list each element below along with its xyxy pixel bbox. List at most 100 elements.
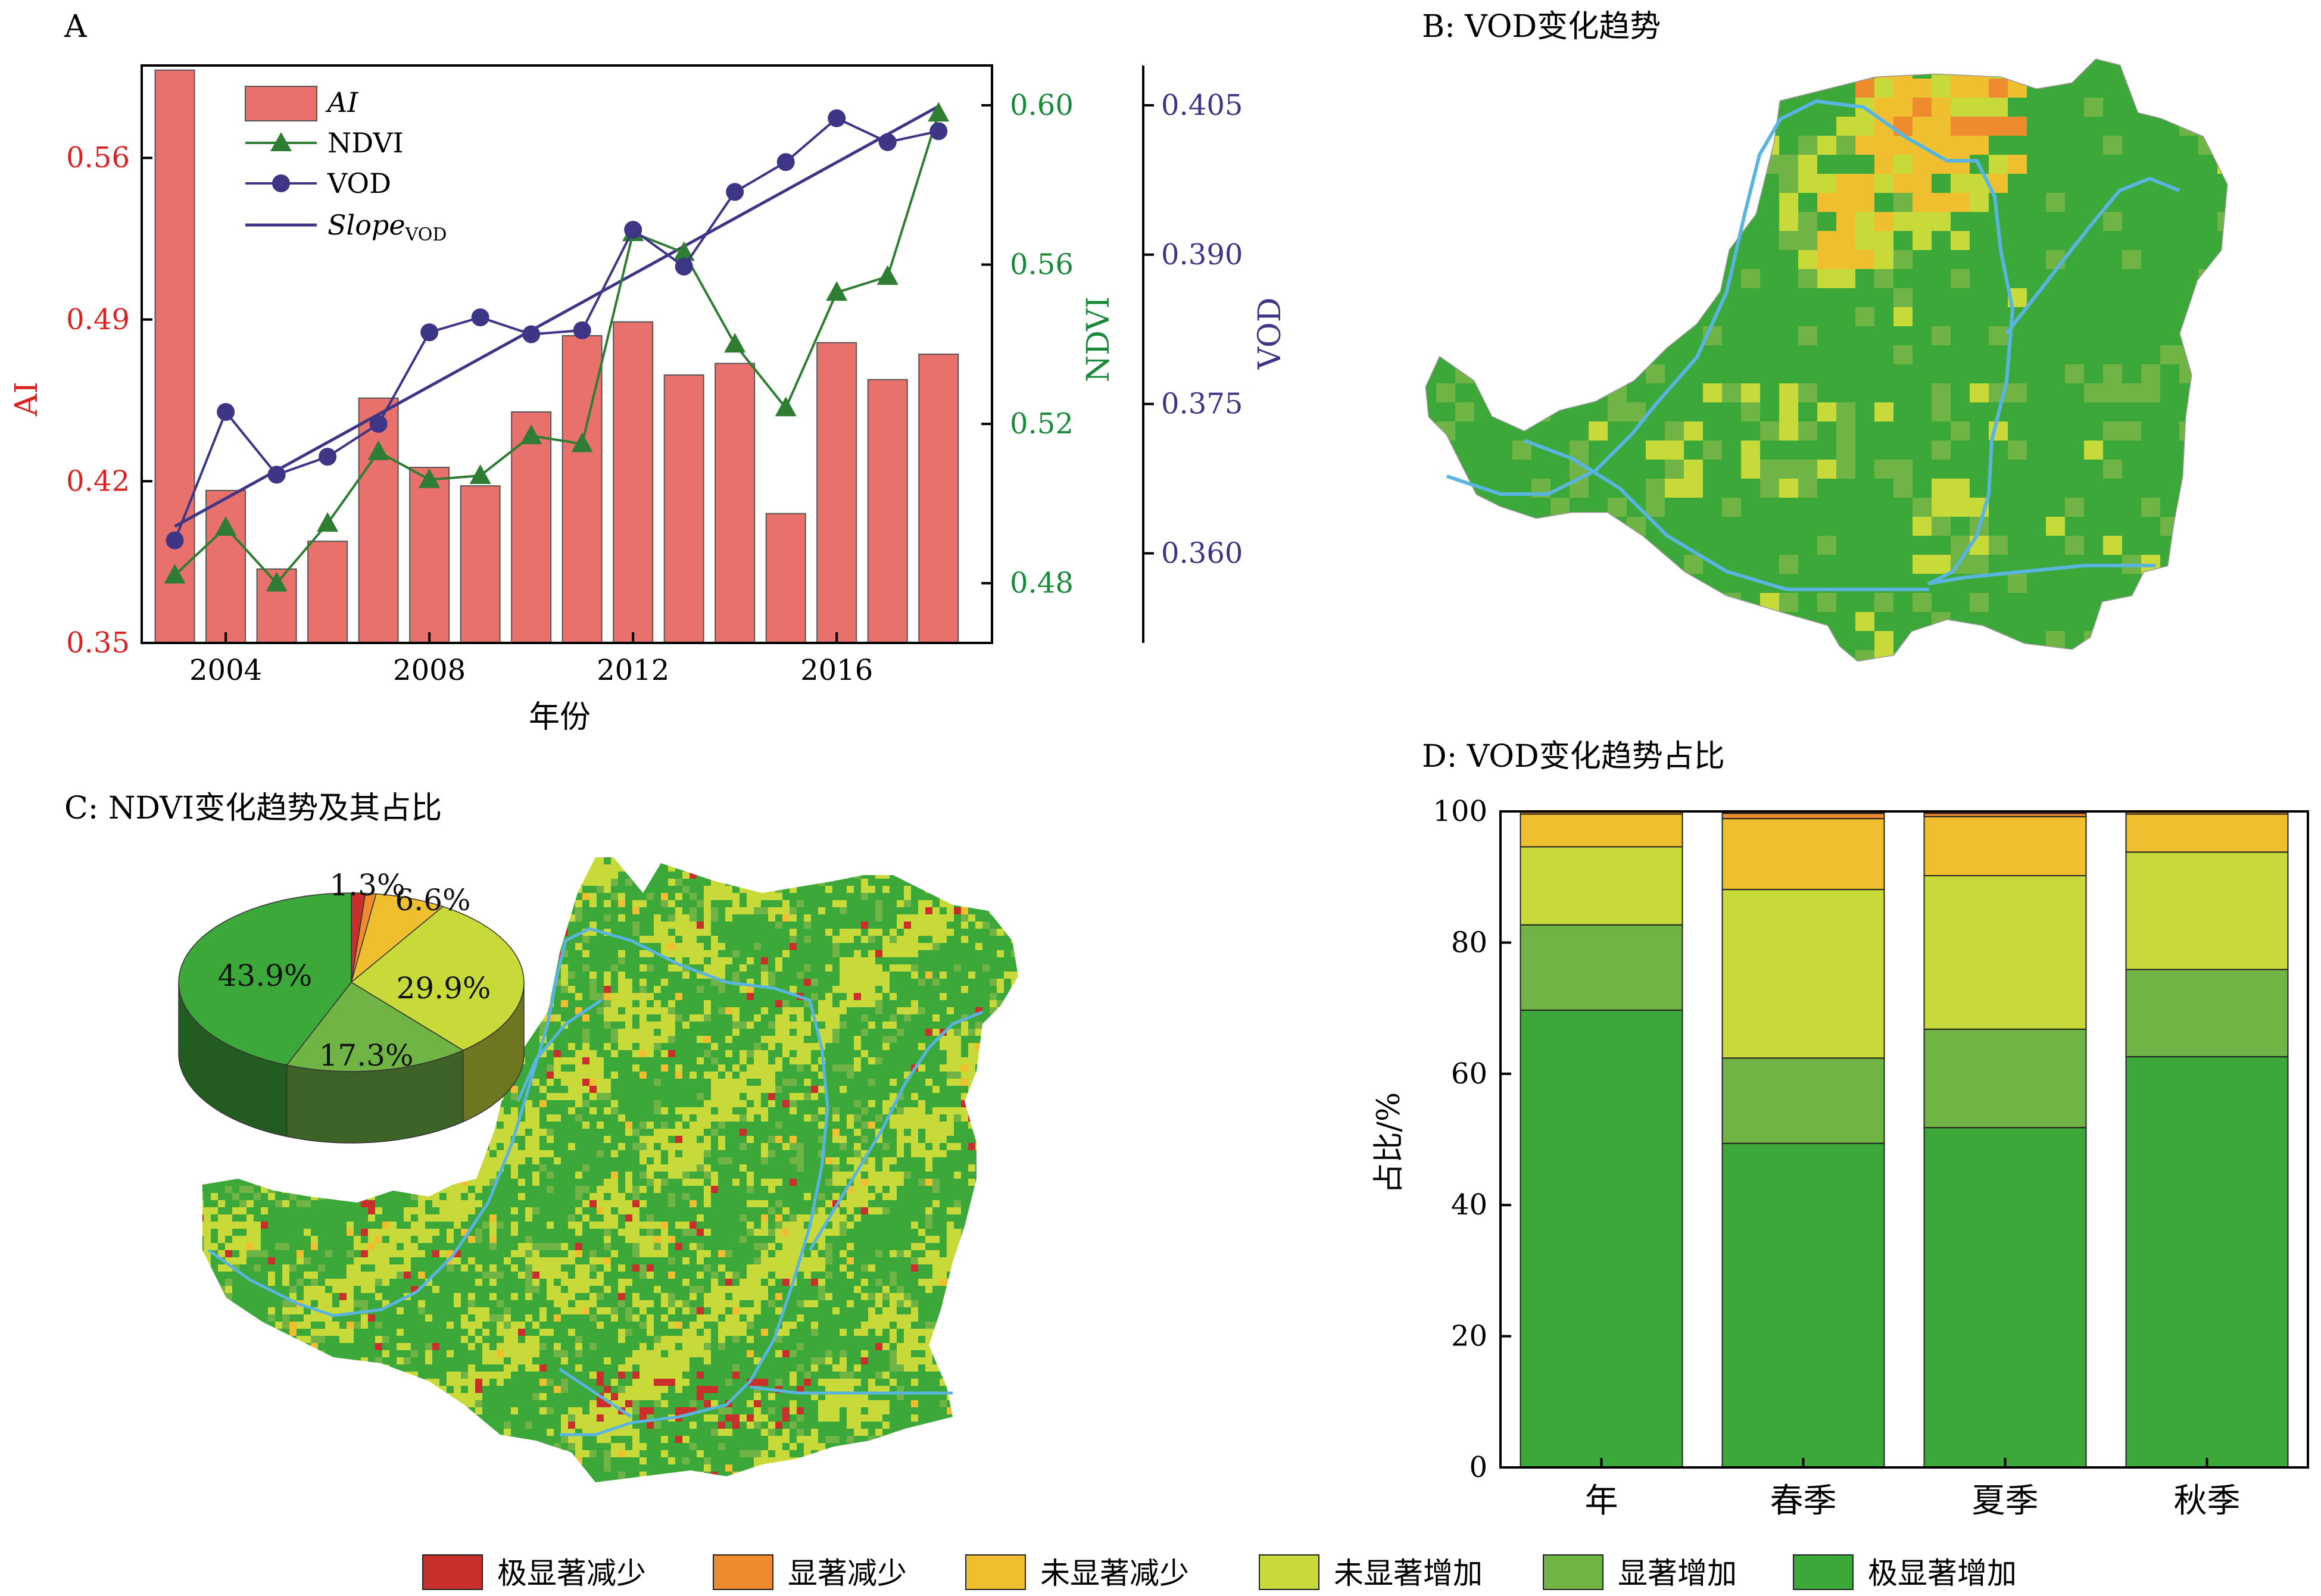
map-cell — [797, 914, 804, 922]
map-cell — [725, 929, 732, 936]
map-cell — [568, 1043, 575, 1050]
map-cell — [2084, 174, 2103, 193]
map-cell — [2103, 498, 2122, 517]
map-cell — [2103, 60, 2122, 79]
map-cell — [1608, 650, 1627, 669]
map-cell — [1493, 98, 1512, 117]
map-cell — [968, 929, 975, 936]
map-cell — [1893, 593, 1913, 612]
map-cell — [904, 986, 911, 993]
map-cell — [1018, 1057, 1025, 1064]
map-cell — [704, 986, 711, 993]
map-cell — [682, 1050, 690, 1057]
map-cell — [2008, 517, 2027, 536]
map-cell — [654, 986, 661, 993]
map-cell — [868, 914, 875, 922]
map-cell — [632, 957, 639, 964]
map-cell — [218, 879, 225, 886]
map-cell — [661, 929, 668, 936]
map-cell — [532, 872, 539, 879]
map-cell — [718, 950, 725, 957]
map-cell — [1970, 136, 1989, 155]
map-cell — [196, 929, 204, 936]
map-cell — [2008, 231, 2027, 250]
map-cell — [1951, 288, 1970, 307]
map-cell — [611, 1029, 618, 1036]
map-cell — [932, 872, 940, 879]
map-cell — [632, 1007, 639, 1014]
map-cell — [2160, 631, 2179, 650]
map-cell — [740, 864, 747, 872]
map-cell — [682, 864, 690, 872]
map-cell — [1665, 117, 1684, 136]
map-cell — [782, 943, 790, 950]
map-cell — [218, 872, 225, 879]
map-cell — [882, 922, 890, 929]
map-cell — [675, 1050, 682, 1057]
map-cell — [1493, 307, 1512, 326]
map-cell — [918, 907, 925, 914]
map-cell — [1893, 307, 1913, 326]
map-cell — [2027, 421, 2046, 441]
map-cell — [997, 1043, 1004, 1050]
map-cell — [840, 872, 847, 879]
map-cell — [597, 914, 604, 922]
map-cell — [1417, 155, 1436, 174]
map-cell — [925, 950, 932, 957]
panel-c-label: C: NDVI变化趋势及其占比 — [64, 791, 442, 826]
map-cell — [1608, 326, 1627, 345]
map-cell — [547, 979, 554, 986]
map-cell — [1817, 212, 1836, 231]
map-cell — [890, 922, 897, 929]
map-cell — [911, 936, 918, 943]
map-cell — [940, 936, 947, 943]
map-cell — [1011, 1014, 1018, 1022]
map-cell — [1531, 517, 1551, 536]
map-cell — [2198, 650, 2217, 669]
map-cell — [1589, 60, 1608, 79]
map-cell — [1684, 441, 1703, 460]
map-cell — [718, 1007, 725, 1014]
map-cell — [1474, 593, 1493, 612]
map-cell — [1417, 517, 1436, 536]
map-cell — [932, 1007, 940, 1014]
map-cell — [847, 886, 854, 893]
map-cell — [1932, 345, 1951, 364]
map-cell — [1570, 136, 1589, 155]
map-cell — [718, 1043, 725, 1050]
map-cell — [225, 886, 232, 893]
map-cell — [1874, 79, 1893, 98]
map-cell — [968, 1029, 975, 1036]
map-cell — [782, 1057, 790, 1064]
map-cell — [911, 914, 918, 922]
map-cell — [825, 879, 832, 886]
map-cell — [554, 857, 561, 864]
map-cell — [1913, 288, 1932, 307]
map-cell — [704, 957, 711, 964]
map-cell — [1665, 250, 1684, 269]
map-cell — [525, 1022, 532, 1029]
map-cell — [1874, 479, 1893, 498]
map-cell — [940, 1014, 947, 1022]
vod-point — [828, 110, 846, 127]
map-cell — [1817, 155, 1836, 174]
map-cell — [954, 1000, 961, 1007]
map-cell — [196, 893, 204, 900]
map-cell — [854, 893, 861, 900]
map-cell — [675, 972, 682, 979]
map-cell — [2027, 136, 2046, 155]
map-cell — [532, 907, 539, 914]
map-cell — [1512, 555, 1531, 574]
map-cell — [782, 950, 790, 957]
map-cell — [847, 964, 854, 972]
map-cell — [261, 893, 268, 900]
map-cell — [418, 872, 425, 879]
map-cell — [289, 886, 297, 893]
map-cell — [818, 979, 825, 986]
map-cell — [1474, 117, 1493, 136]
map-cell — [1417, 593, 1436, 612]
map-cell — [1741, 612, 1760, 631]
map-cell — [697, 986, 704, 993]
map-cell — [1646, 479, 1665, 498]
map-cell — [1589, 193, 1608, 212]
